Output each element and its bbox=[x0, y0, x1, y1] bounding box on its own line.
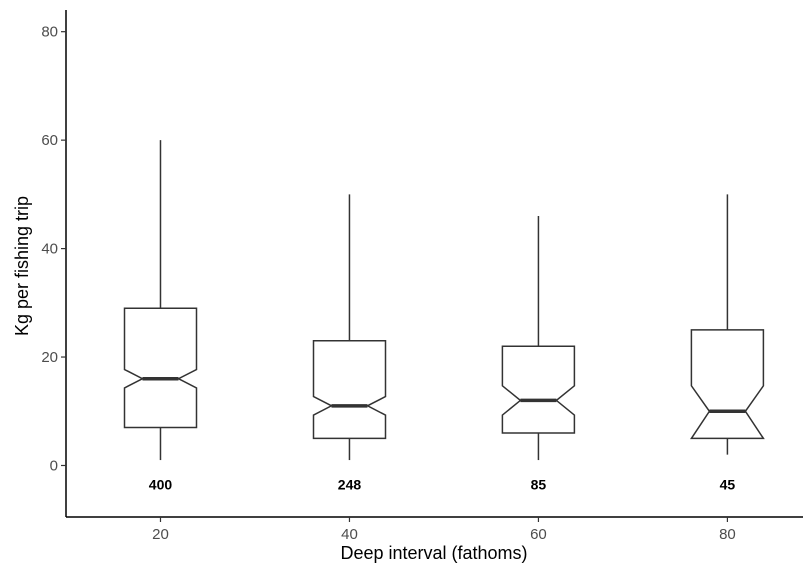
plot-area: 400 248 85 45 bbox=[123, 140, 765, 492]
y-tick-label: 20 bbox=[41, 349, 58, 366]
count-label: 85 bbox=[531, 476, 547, 492]
y-tick-label: 0 bbox=[50, 457, 58, 474]
notched-box bbox=[123, 307, 198, 429]
count-label: 45 bbox=[720, 476, 736, 492]
y-tick-label: 80 bbox=[41, 24, 58, 41]
y-axis-title: Kg per fishing trip bbox=[12, 196, 32, 336]
x-axis-title: Deep interval (fathoms) bbox=[340, 543, 527, 563]
notched-box bbox=[312, 340, 387, 440]
x-tick-label: 40 bbox=[341, 526, 358, 543]
axis-ticks: 0 20 40 60 80 20 40 60 80 bbox=[41, 24, 735, 543]
notched-box bbox=[501, 345, 576, 434]
count-label: 248 bbox=[338, 476, 362, 492]
x-tick-label: 20 bbox=[152, 526, 169, 543]
y-tick-label: 60 bbox=[41, 132, 58, 149]
notched-box bbox=[690, 329, 765, 440]
y-tick-label: 40 bbox=[41, 241, 58, 258]
x-tick-label: 80 bbox=[719, 526, 736, 543]
count-label: 400 bbox=[149, 476, 173, 492]
x-tick-label: 60 bbox=[530, 526, 547, 543]
